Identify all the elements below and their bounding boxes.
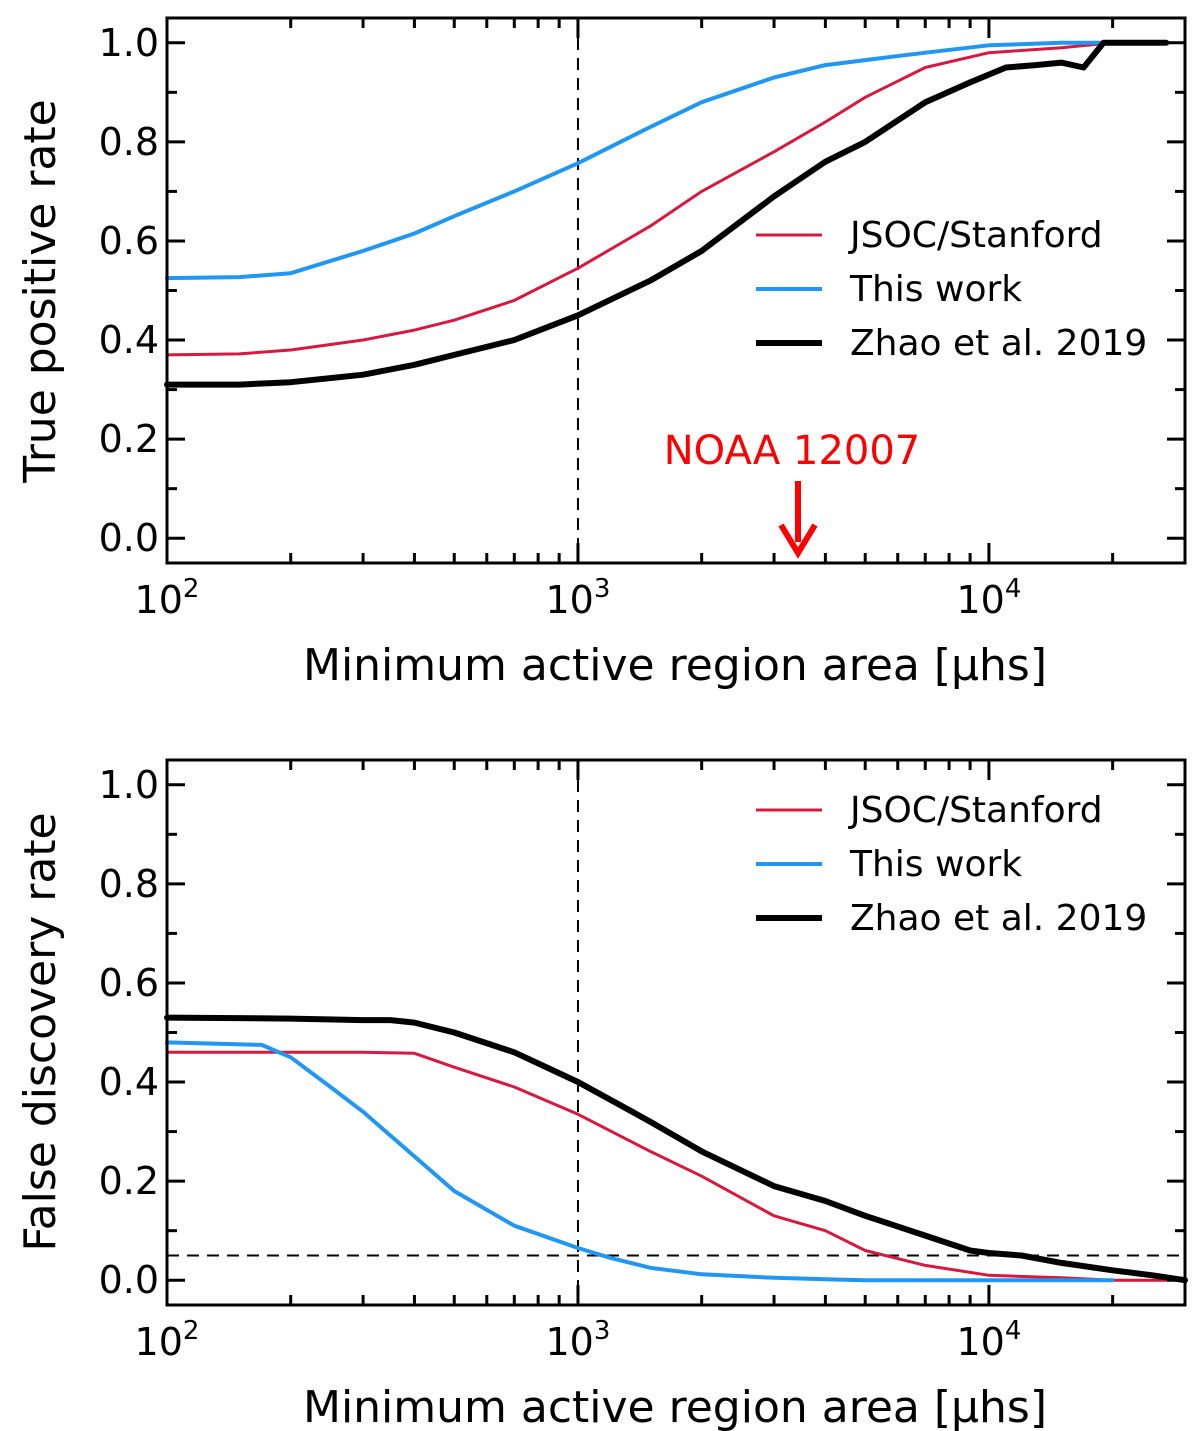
fdr-xtick-label: 103 [546, 1316, 611, 1364]
fdr-ytick-label: 0.0 [99, 1258, 159, 1302]
tpr-legend: JSOC/Stanford This work Zhao et al. 2019 [756, 215, 1147, 364]
fdr-ytick-label: 0.4 [99, 1060, 159, 1104]
fdr-x-axis-label: Minimum active region area [μhs] [303, 1382, 1047, 1431]
tpr-xtick-label: 102 [135, 574, 200, 622]
fdr-legend: JSOC/Stanford This work Zhao et al. 2019 [756, 790, 1147, 939]
tpr-legend-label-this-work: This work [849, 269, 1022, 310]
fdr-y-axis-label: False discovery rate [15, 812, 66, 1251]
fdr-ytick-label: 0.6 [99, 961, 159, 1005]
fdr-xtick-label: 102 [135, 1316, 200, 1364]
tpr-plot-content [164, 18, 1170, 563]
tpr-ticks: 0.0 0.2 0.4 0.6 0.8 1.0 102 103 104 [99, 18, 1187, 622]
fdr-ytick-label: 0.8 [99, 862, 159, 906]
fdr-legend-label-zhao: Zhao et al. 2019 [850, 898, 1147, 939]
tpr-ytick-label: 0.6 [99, 219, 159, 263]
fdr-ticks: 0.0 0.2 0.4 0.6 0.8 1.0 102 103 104 [99, 760, 1187, 1364]
fdr-series-jsoc-stanford [165, 1050, 1168, 1282]
tpr-legend-label-zhao: Zhao et al. 2019 [850, 323, 1147, 364]
tpr-xtick-label: 103 [546, 574, 611, 622]
tpr-ytick-label: 0.0 [99, 516, 159, 560]
tpr-series-jsoc-stanford [165, 41, 1168, 357]
fdr-legend-label-jsoc: JSOC/Stanford [848, 790, 1103, 831]
noaa-annotation-arrow-head [778, 523, 818, 559]
fdr-ytick-label: 1.0 [99, 763, 159, 807]
fdr-plot-frame [165, 758, 1187, 1307]
tpr-xtick-label: 104 [956, 574, 1021, 622]
tpr-ytick-label: 0.4 [99, 318, 159, 362]
tpr-series-zhao-et-al-2019 [164, 39, 1170, 388]
fdr-series-this-work [165, 1040, 1115, 1283]
noaa-annotation-label: NOAA 12007 [664, 428, 921, 474]
fdr-plot-content [164, 760, 1188, 1305]
fdr-panel: 0.0 0.2 0.4 0.6 0.8 1.0 102 103 104 False discov… [15, 758, 1188, 1431]
tpr-ytick-label: 0.2 [99, 417, 159, 461]
fdr-legend-label-this-work: This work [849, 844, 1022, 885]
tpr-y-axis-label: True positive rate [15, 99, 66, 483]
fdr-xtick-label: 104 [956, 1316, 1021, 1364]
tpr-panel: 0.0 0.2 0.4 0.6 0.8 1.0 102 103 104 True positiv… [15, 16, 1187, 691]
tpr-annotation: NOAA 12007 [664, 428, 921, 559]
fdr-series-zhao-et-al-2019 [164, 1014, 1188, 1284]
tpr-ytick-label: 0.8 [99, 120, 159, 164]
tpr-ytick-label: 1.0 [99, 21, 159, 65]
tpr-plot-frame [165, 16, 1187, 565]
tpr-x-axis-label: Minimum active region area [μhs] [303, 640, 1047, 691]
tpr-legend-label-jsoc: JSOC/Stanford [848, 215, 1103, 256]
tpr-series-this-work [165, 40, 1169, 281]
fdr-ytick-label: 0.2 [99, 1159, 159, 1203]
